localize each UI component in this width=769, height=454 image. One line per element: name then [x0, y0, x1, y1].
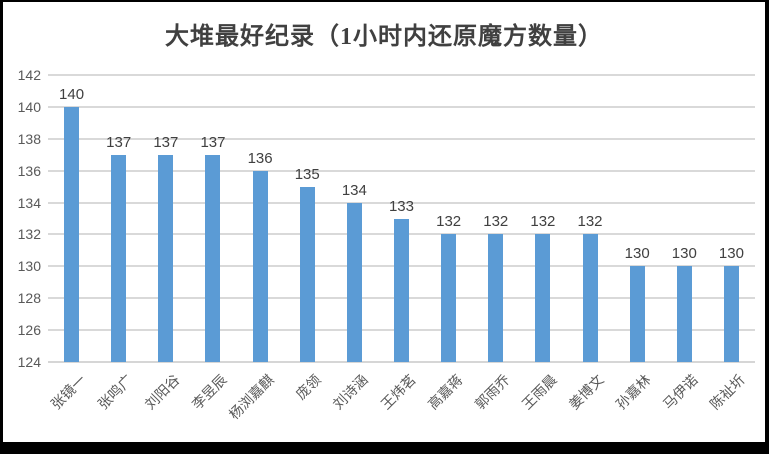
gridline [48, 361, 755, 363]
plot-area: 140 137 137 137 136 135 134 133 132 132 132 132 130 1… [48, 74, 755, 363]
bar-value-label: 133 [388, 197, 414, 215]
bar-value-label: 132 [530, 213, 556, 231]
x-category-label: 马伊诺 [661, 372, 702, 414]
x-category-label: 姜博文 [567, 372, 608, 414]
x-category-label: 张鸣广 [95, 372, 137, 414]
y-tick-label: 142 [17, 67, 41, 83]
bar-value-label: 136 [247, 149, 273, 167]
y-axis: 124 126 128 130 132 134 136 138 140 142 [3, 67, 41, 370]
bar [582, 234, 598, 362]
bar-value-label: 137 [106, 133, 132, 151]
gridline [48, 74, 755, 76]
x-category-label: 郭雨乔 [472, 372, 514, 414]
y-tick-label: 130 [17, 258, 41, 275]
bar-value-label: 140 [59, 85, 85, 103]
bar-value-label: 134 [341, 181, 367, 199]
x-category-label: 杨浏嘉麒 [227, 372, 278, 424]
y-tick-label: 140 [17, 98, 41, 115]
gridline [48, 201, 755, 204]
bar-value-label: 132 [577, 213, 603, 231]
bar-value-label: 135 [294, 165, 320, 183]
bar-value-label: 130 [718, 245, 744, 263]
bar [252, 170, 268, 362]
bar [629, 266, 645, 362]
bar [346, 202, 362, 362]
gridline [48, 105, 755, 108]
x-category-label: 高嘉蒋 [425, 372, 467, 414]
bar-value-label: 137 [153, 133, 179, 151]
y-tick-label: 124 [17, 354, 41, 370]
x-category-label: 张镜一 [48, 372, 89, 414]
x-category-label: 王炜茗 [378, 372, 419, 414]
x-category-label: 庞领 [294, 372, 325, 404]
bar [535, 234, 551, 362]
y-tick-label: 126 [17, 322, 41, 339]
bar [441, 234, 457, 362]
bar [205, 154, 221, 362]
bar [488, 234, 504, 362]
bar [394, 218, 409, 362]
bar [723, 266, 739, 362]
bar [299, 186, 315, 362]
chart-title: 大堆最好纪录（1小时内还原魔方数量） [165, 24, 603, 50]
y-tick-label: 132 [17, 226, 41, 243]
y-tick-label: 134 [17, 194, 41, 211]
bar [64, 106, 80, 362]
x-category-label: 陈祉圻 [708, 372, 749, 414]
bar-value-label: 130 [624, 245, 650, 263]
y-tick-label: 138 [17, 130, 41, 147]
gridline [48, 137, 755, 140]
bar-value-label: 132 [436, 213, 462, 231]
bar [158, 154, 174, 362]
bar-value-label: 137 [200, 133, 226, 151]
bar-value-label: 130 [671, 245, 697, 263]
x-category-label: 刘阳谷 [142, 372, 184, 414]
bar [676, 266, 692, 362]
x-category-label: 李昱辰 [190, 372, 231, 414]
y-tick-label: 136 [17, 162, 41, 179]
gridline [48, 169, 755, 172]
x-category-label: 王雨晨 [520, 372, 561, 414]
bar [111, 154, 127, 362]
y-tick-label: 128 [17, 290, 41, 307]
bar-value-label: 132 [483, 213, 509, 231]
x-axis: 张镜一 张鸣广 刘阳谷 李昱辰 杨浏嘉麒 庞领 刘诗涵 王炜茗 高嘉蒋 郭雨乔 王雨晨 姜博文 孙嘉林马… [48, 368, 755, 442]
x-category-label: 刘诗涵 [331, 372, 372, 414]
x-category-label: 孙嘉林 [614, 372, 655, 414]
